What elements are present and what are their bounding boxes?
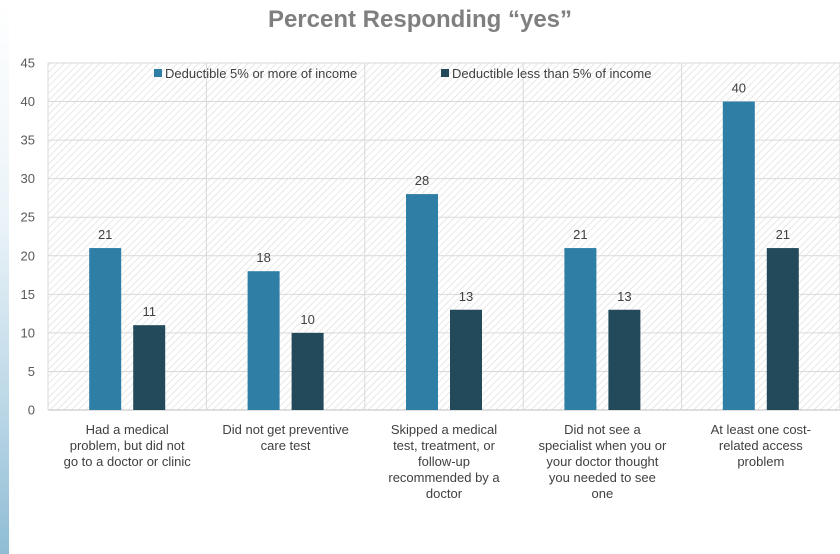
y-tick-label: 20 bbox=[21, 248, 35, 263]
plot-area-background bbox=[48, 63, 840, 410]
data-label: 13 bbox=[459, 289, 473, 304]
bars: 21 11 18 10 28 13 21 13 40 21 bbox=[89, 81, 799, 411]
data-label: 11 bbox=[142, 304, 156, 319]
x-tick-label: Had a medical problem, but did not go to a… bbox=[64, 422, 192, 469]
x-tick-label-line: Did not see a bbox=[564, 422, 641, 437]
x-tick-label-line: At least one cost- bbox=[711, 422, 811, 437]
x-tick-label-line: related access bbox=[719, 438, 803, 453]
gridlines bbox=[47, 62, 840, 411]
chart-title: Percent Responding “yes” bbox=[267, 6, 573, 33]
y-tick-label: 45 bbox=[21, 56, 35, 71]
bar bbox=[722, 101, 755, 411]
x-tick-label-line: Had a medical bbox=[86, 422, 169, 437]
y-tick-label: 40 bbox=[21, 94, 35, 109]
bar bbox=[89, 248, 122, 410]
y-tick-label: 10 bbox=[21, 325, 35, 340]
data-label: 10 bbox=[300, 312, 314, 327]
legend-label: Deductible less than 5% of income bbox=[452, 66, 651, 81]
y-axis: 0 5 10 15 20 25 30 35 40 45 bbox=[21, 56, 35, 418]
x-tick-label-line: you needed to see bbox=[549, 470, 656, 485]
x-tick-label-line: problem bbox=[737, 454, 784, 469]
x-tick-label-line: problem, but did not bbox=[70, 438, 185, 453]
y-tick-label: 5 bbox=[28, 364, 35, 379]
bar bbox=[564, 248, 597, 410]
x-axis: Had a medical problem, but did not go to a… bbox=[64, 422, 811, 501]
y-tick-label: 15 bbox=[21, 287, 35, 302]
y-tick-label: 0 bbox=[28, 403, 35, 418]
decorative-side-strip bbox=[0, 0, 9, 554]
y-tick-label: 30 bbox=[21, 171, 35, 186]
bar bbox=[247, 271, 280, 410]
x-tick-label-line: specialist when you or bbox=[538, 438, 667, 453]
bar bbox=[450, 309, 482, 410]
x-tick-label-line: go to a doctor or clinic bbox=[64, 454, 192, 469]
legend-swatch bbox=[154, 69, 162, 77]
x-tick-label-line: recommended by a bbox=[388, 470, 500, 485]
data-label: 40 bbox=[732, 81, 746, 96]
bar bbox=[291, 332, 324, 410]
legend-swatch bbox=[441, 69, 449, 77]
data-label: 21 bbox=[98, 227, 112, 242]
x-tick-label-line: Did not get preventive bbox=[222, 422, 348, 437]
x-tick-label-line: your doctor thought bbox=[546, 454, 658, 469]
data-label: 21 bbox=[573, 227, 587, 242]
y-tick-label: 25 bbox=[21, 210, 35, 225]
legend: Deductible 5% or more of income Deductibl… bbox=[154, 66, 651, 81]
bar bbox=[608, 309, 641, 410]
x-tick-label: Did not see a specialist when you or your … bbox=[538, 422, 667, 501]
x-tick-label-line: one bbox=[592, 486, 614, 501]
data-label: 28 bbox=[415, 173, 429, 188]
data-label: 18 bbox=[256, 250, 270, 265]
bar bbox=[406, 194, 438, 410]
x-tick-label: Did not get preventive care test bbox=[222, 422, 348, 453]
bar bbox=[766, 248, 799, 410]
x-tick-label-line: doctor bbox=[426, 486, 463, 501]
data-label: 13 bbox=[617, 289, 631, 304]
x-tick-label-line: care test bbox=[261, 438, 311, 453]
x-tick-label-line: Skipped a medical bbox=[391, 422, 497, 437]
x-tick-label-line: follow-up bbox=[418, 454, 470, 469]
bar bbox=[133, 325, 166, 410]
x-tick-label: At least one cost-related access problem bbox=[711, 422, 811, 469]
x-tick-label: Skipped a medical test, treatment, or foll… bbox=[388, 422, 500, 501]
x-tick-label-line: test, treatment, or bbox=[393, 438, 496, 453]
y-tick-label: 35 bbox=[21, 133, 35, 148]
data-label: 21 bbox=[776, 227, 790, 242]
legend-label: Deductible 5% or more of income bbox=[165, 66, 357, 81]
